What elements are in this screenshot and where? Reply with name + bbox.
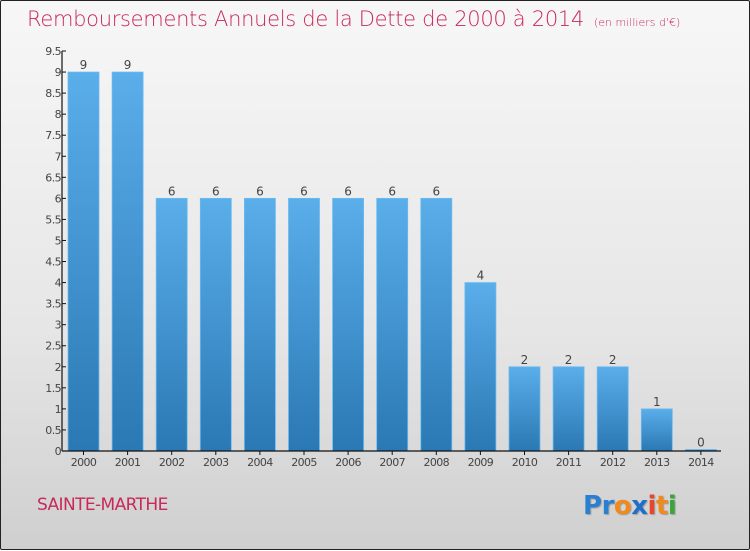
data-label-2012: 2 <box>609 353 617 367</box>
logo-letter: x <box>631 491 648 521</box>
chart-title-text: Remboursements Annuels de la Dette de 20… <box>27 7 584 31</box>
bar-2004 <box>243 197 276 452</box>
bar-2011 <box>552 366 585 452</box>
x-tick-label-2003: 2003 <box>203 456 229 469</box>
y-tick-label: 1 <box>55 403 61 416</box>
x-tick-label-2006: 2006 <box>335 456 361 469</box>
y-tick-label: 4.5 <box>45 256 61 269</box>
data-label-2002: 6 <box>168 184 176 198</box>
y-tick-label: 5 <box>55 234 62 247</box>
x-tick-label-2013: 2013 <box>644 456 670 469</box>
data-label-2006: 6 <box>344 184 352 198</box>
x-tick-label-2004: 2004 <box>247 456 273 469</box>
y-tick-label: 3 <box>55 319 62 332</box>
x-tick-label-2001: 2001 <box>115 456 141 469</box>
data-label-2000: 9 <box>80 58 88 72</box>
y-tick-label: 9 <box>55 66 62 79</box>
data-label-2008: 6 <box>432 184 440 198</box>
chart-unit: (en milliers d'€) <box>594 16 681 29</box>
y-tick-label: 4 <box>55 277 62 290</box>
bar-2007 <box>376 197 409 452</box>
x-tick-label-2008: 2008 <box>423 456 449 469</box>
logo-letter: P <box>583 491 602 521</box>
bar-2005 <box>288 197 320 452</box>
y-tick-label: 1.5 <box>45 382 61 395</box>
bar-2003 <box>199 197 232 452</box>
x-tick-label-2002: 2002 <box>159 456 185 469</box>
x-tick-label-2007: 2007 <box>379 456 405 469</box>
proxiti-logo[interactable]: Proxiti <box>583 491 677 521</box>
y-tick-label: 0 <box>55 445 62 458</box>
y-axis: 0 0.5 1 1.5 2 2.5 3 3.5 4 4.5 5 5.5 6 6.5 7 7.5 8 8.5 9 9.5 <box>45 45 66 458</box>
chart-title: Remboursements Annuels de la Dette de 20… <box>27 7 680 31</box>
city-name: SAINTE-MARTHE <box>37 495 168 515</box>
x-tick-label-2014: 2014 <box>688 456 714 469</box>
bar-2008 <box>420 197 453 452</box>
y-tick-label: 0.5 <box>45 424 61 437</box>
y-tick-label: 3.5 <box>45 298 61 311</box>
data-label-2011: 2 <box>565 353 573 367</box>
x-tick-label-2012: 2012 <box>600 456 626 469</box>
y-tick-label: 5.5 <box>45 213 61 226</box>
bar-2006 <box>332 197 365 452</box>
data-label-2013: 1 <box>653 395 661 409</box>
y-tick-label: 6.5 <box>45 171 61 184</box>
bar-2012 <box>596 366 629 452</box>
data-label-2010: 2 <box>521 353 529 367</box>
data-label-2009: 4 <box>477 269 485 283</box>
logo-letter: i <box>667 491 677 521</box>
y-tick-label: 8 <box>55 108 62 121</box>
data-label-2014: 0 <box>697 436 705 450</box>
data-label-2005: 6 <box>300 184 308 198</box>
data-label-2001: 9 <box>124 58 132 72</box>
x-tick-label-2000: 2000 <box>71 456 97 469</box>
y-tick-label: 9.5 <box>45 45 61 58</box>
y-tick-label: 8.5 <box>45 87 61 100</box>
data-label-2003: 6 <box>212 184 220 198</box>
logo-letter: r <box>601 491 615 521</box>
x-tick-label-2009: 2009 <box>468 456 494 469</box>
logo-letter: i <box>647 491 657 521</box>
data-label-2007: 6 <box>388 184 396 198</box>
data-label-2004: 6 <box>256 184 264 198</box>
bars-group: 9 9 6 6 6 6 6 6 6 4 2 2 2 1 0 <box>67 58 717 452</box>
bar-2010 <box>508 366 541 452</box>
logo-letter: o <box>613 491 632 521</box>
bar-2001 <box>111 71 144 452</box>
bar-2002 <box>155 197 188 452</box>
bar-2013 <box>640 408 673 452</box>
x-tick-label-2005: 2005 <box>291 456 317 469</box>
y-tick-label: 2.5 <box>45 340 61 353</box>
logo-letter: t <box>655 491 668 521</box>
bar-2009 <box>464 282 497 452</box>
x-tick-label-2010: 2010 <box>512 456 538 469</box>
bar-2000 <box>67 71 100 452</box>
y-tick-label: 2 <box>55 361 61 374</box>
y-tick-label: 6 <box>55 192 62 205</box>
x-axis: 2000 2001 2002 2003 2004 2005 2006 2007 2008 2009… <box>62 450 721 469</box>
y-tick-label: 7.5 <box>45 129 61 142</box>
x-tick-label-2011: 2011 <box>556 456 582 469</box>
y-tick-label: 7 <box>55 150 62 163</box>
